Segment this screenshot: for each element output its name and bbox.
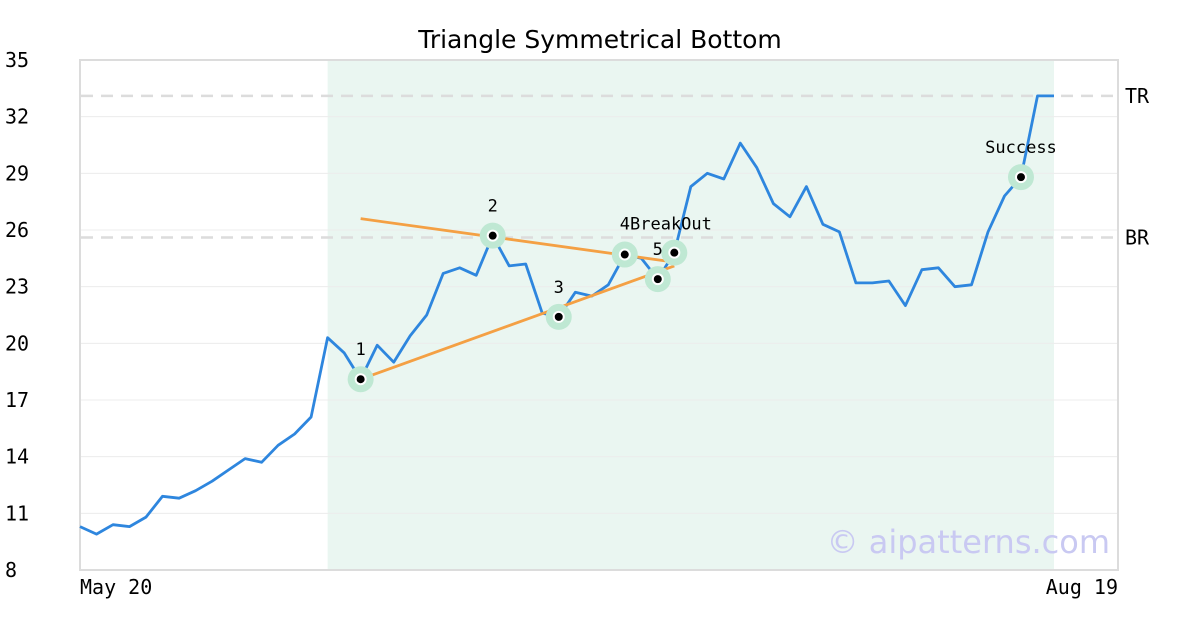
chart-title: Triangle Symmetrical Bottom — [417, 25, 782, 54]
point-marker — [618, 248, 631, 261]
reference-line-label: TR — [1125, 84, 1150, 108]
point-marker — [552, 310, 565, 323]
x-tick-label: Aug 19 — [1046, 575, 1118, 599]
shaded-region — [327, 61, 1055, 569]
y-tick-label: 29 — [5, 161, 29, 185]
y-axis-ticks: 8 11 14 17 20 23 26 29 32 35 — [5, 48, 29, 582]
point-marker — [354, 373, 367, 386]
y-tick-label: 35 — [5, 48, 29, 72]
point-label: 2 — [488, 197, 498, 217]
point-label: 3 — [554, 278, 564, 298]
x-tick-label: May 20 — [80, 575, 152, 599]
watermark: © aipatterns.com — [827, 523, 1110, 561]
point-label: 4BreakOut — [620, 215, 712, 235]
y-tick-label: 17 — [5, 388, 29, 412]
y-tick-label: 26 — [5, 218, 29, 242]
y-tick-label: 32 — [5, 105, 29, 129]
point-marker — [486, 229, 499, 242]
reference-line-label: BR — [1125, 226, 1150, 250]
trendline — [360, 264, 675, 381]
y-gridlines — [81, 116, 1117, 514]
y-tick-label: 11 — [5, 501, 29, 525]
y-tick-label: 23 — [5, 275, 29, 299]
point-label: Success — [985, 138, 1057, 158]
y-tick-label: 14 — [5, 445, 29, 469]
reference-lines: TR BR — [81, 84, 1150, 250]
pattern-points: 1 2 3 4BreakOut 5 Success — [347, 138, 1057, 393]
point-marker — [1014, 171, 1027, 184]
y-tick-label: 8 — [5, 558, 17, 582]
shaded-region-rect — [327, 61, 1055, 569]
point-label: 1 — [356, 340, 366, 360]
point-marker — [668, 246, 681, 259]
y-tick-label: 20 — [5, 331, 29, 355]
x-axis-ticks: May 20 Aug 19 — [80, 575, 1118, 599]
point-label: 5 — [653, 240, 663, 260]
point-marker — [651, 273, 664, 286]
